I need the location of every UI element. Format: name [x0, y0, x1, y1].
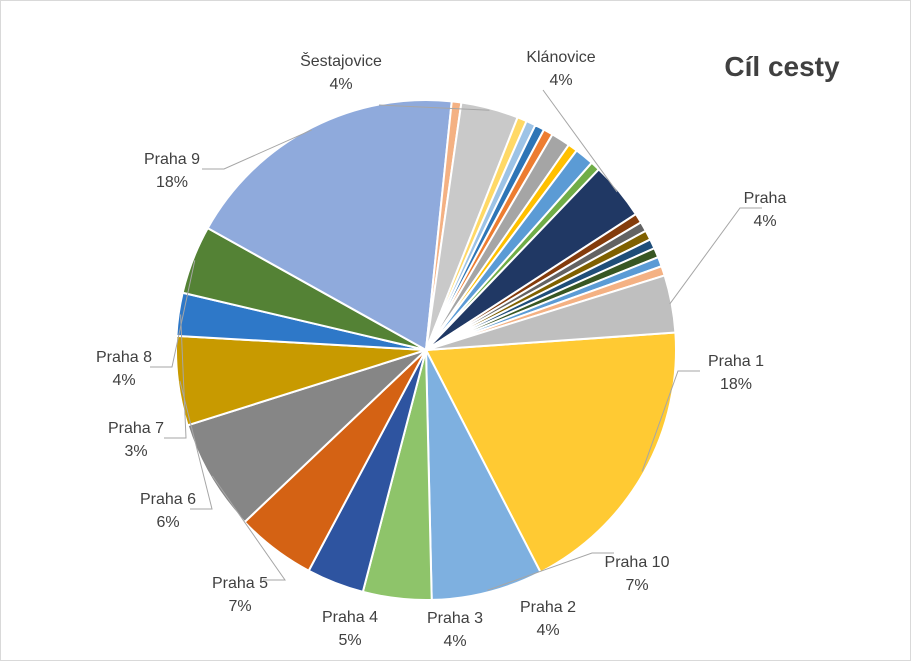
- slice-percent-label: 4%: [549, 72, 572, 89]
- slice-label: Praha 4: [322, 609, 378, 626]
- slice-percent-label: 4%: [536, 622, 559, 639]
- slice-label: Praha 7: [108, 420, 164, 437]
- slice-percent-label: 4%: [112, 372, 135, 389]
- leader-line: [179, 380, 213, 510]
- leader-line: [164, 314, 187, 439]
- slice-label: Praha 3: [427, 610, 483, 627]
- data-labels: Praha 1 18% Praha 10 7% Praha 2 4% Praha 3 4% Pr…: [96, 49, 786, 650]
- pie-slices: [175, 98, 677, 601]
- slice-label: Praha 2: [520, 599, 576, 616]
- pie-slice-praha: [425, 274, 677, 351]
- leader-line: [669, 207, 762, 305]
- leader-line: [211, 475, 286, 581]
- slice-percent-label: 4%: [753, 213, 776, 230]
- slice-label: Praha 10: [605, 554, 670, 571]
- leader-line: [542, 89, 618, 193]
- slice-label: Praha: [744, 190, 787, 207]
- leader-line: [378, 104, 490, 111]
- slice-percent-label: 4%: [329, 76, 352, 93]
- slice-label: Klánovice: [526, 49, 595, 66]
- slice-label: Praha 6: [140, 491, 196, 508]
- slice-label: Praha 9: [144, 151, 200, 168]
- slice-percent-label: 7%: [228, 598, 251, 615]
- slice-percent-label: 7%: [625, 577, 648, 594]
- pie-slice-praha-9: [206, 98, 453, 351]
- slice-label: Šestajovice: [300, 51, 382, 70]
- slice-label: Praha 8: [96, 349, 152, 366]
- slice-percent-label: 18%: [720, 376, 752, 393]
- slice-percent-label: 5%: [338, 632, 361, 649]
- slice-label: Praha 5: [212, 575, 268, 592]
- slice-percent-label: 18%: [156, 174, 188, 191]
- chart-title: Cíl cesty: [724, 51, 840, 82]
- pie-slice-praha-10: [425, 349, 542, 601]
- leader-line: [202, 129, 312, 170]
- leader-line: [641, 370, 700, 472]
- slice-label: Praha 1: [708, 353, 764, 370]
- pie-slice-praha-1: [425, 331, 677, 574]
- leader-lines: [150, 89, 762, 591]
- slice-percent-label: 4%: [443, 633, 466, 650]
- leader-line: [150, 260, 196, 368]
- leader-line: [487, 552, 614, 591]
- slice-percent-label: 6%: [156, 514, 179, 531]
- slice-percent-label: 3%: [124, 443, 147, 460]
